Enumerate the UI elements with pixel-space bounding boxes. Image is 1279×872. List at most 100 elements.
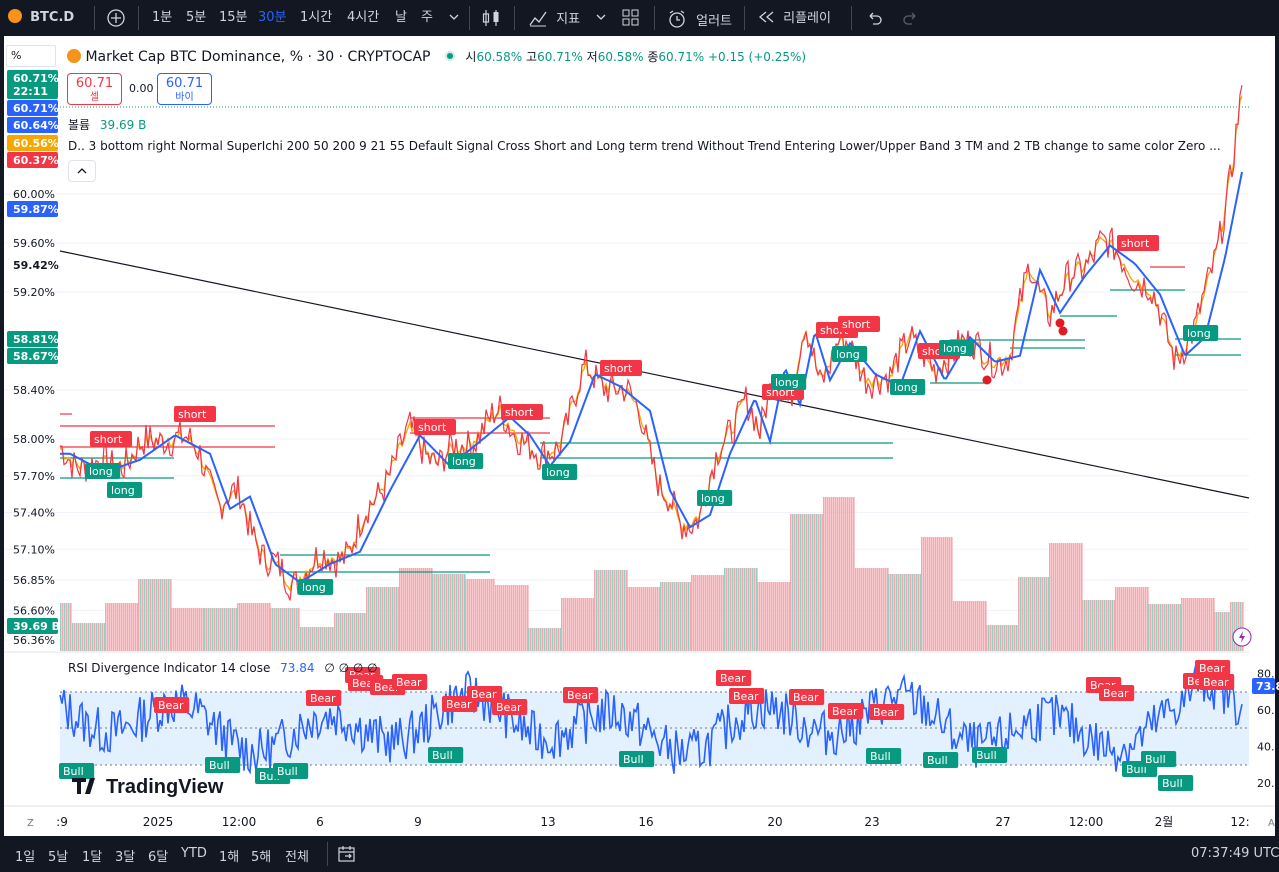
long-signal-tag <box>697 490 733 506</box>
volume-bar <box>290 608 292 651</box>
long-signal-tag <box>771 374 807 390</box>
interval-week[interactable]: 주 <box>421 10 433 25</box>
volume-bar <box>1044 577 1046 651</box>
volume-bar <box>900 574 902 651</box>
volume-bar <box>497 585 499 651</box>
volume-bar <box>902 574 904 651</box>
interval-4h[interactable]: 4시간 <box>347 10 380 25</box>
time-axis[interactable]: :9 2025 12:00 6 9 13 16 20 23 27 12:00 2월 12: <box>56 815 1250 829</box>
symbol-search-input[interactable]: % <box>6 45 56 67</box>
interval-15m[interactable]: 15분 <box>219 10 248 25</box>
volume-bar <box>530 628 532 651</box>
volume-bar <box>394 587 396 651</box>
volume-bar <box>1230 602 1232 651</box>
volume-bar <box>113 603 115 651</box>
short-signal-tag <box>414 419 456 435</box>
range-6m[interactable]: 6달 <box>148 850 169 865</box>
interval-1m[interactable]: 1분 <box>152 10 173 25</box>
range-all[interactable]: 전체 <box>285 850 309 865</box>
volume-bar <box>378 587 380 651</box>
calendar-goto-icon[interactable] <box>337 844 357 868</box>
volume-bar <box>1232 602 1234 651</box>
price-axis[interactable]: 60.00% 59.60% 59.20% 58.40% 58.00% 57.70% 57.4… <box>7 70 60 647</box>
compare-add-icon[interactable] <box>106 8 126 28</box>
volume-legend[interactable]: 볼륨 39.69 B <box>68 116 146 133</box>
layout-grid-icon[interactable] <box>621 8 641 28</box>
range-1d[interactable]: 1일 <box>15 850 36 865</box>
market-status-icon[interactable] <box>444 51 455 61</box>
clock-display[interactable]: 07:37:49 UTC+ <box>1191 846 1279 861</box>
candles-chart-type-icon[interactable] <box>480 7 502 29</box>
alert-button[interactable]: 얼러트 <box>667 9 732 31</box>
undo-icon[interactable] <box>865 9 883 27</box>
volume-bar <box>265 603 267 651</box>
buy-price: 60.71 <box>165 76 204 91</box>
bear-divergence-tag <box>1099 685 1135 701</box>
range-5y[interactable]: 5해 <box>251 850 272 865</box>
volume-bar <box>1042 577 1044 651</box>
interval-1h[interactable]: 1시간 <box>300 10 333 25</box>
volume-bar <box>627 587 629 651</box>
volume-bar <box>444 574 446 651</box>
sell-button[interactable]: 60.71 셀 <box>67 73 122 105</box>
volume-bar <box>286 608 288 651</box>
volume-bar <box>779 582 781 651</box>
volume-bar <box>454 574 456 651</box>
volume-bar <box>951 537 953 651</box>
indicators-button[interactable]: 지표 <box>528 9 580 29</box>
volume-bar <box>633 587 635 651</box>
volume-bar <box>230 608 232 651</box>
volume-bar <box>1119 587 1121 651</box>
volume-bar <box>148 579 150 651</box>
symbol-button[interactable]: BTC.D <box>8 9 74 27</box>
volume-bar <box>933 537 935 651</box>
price-tick-label: 58.00% <box>13 433 55 446</box>
volume-bar <box>1174 604 1176 651</box>
volume-bar <box>906 574 908 651</box>
alarm-clock-icon <box>667 9 687 29</box>
superichi-legend[interactable]: D.. 3 bottom right Normal SuperIchi 200 … <box>68 139 1221 153</box>
replay-button[interactable]: 리플레이 <box>757 9 831 28</box>
bear-divergence-label: Bear <box>396 676 422 689</box>
volume-bar <box>90 623 92 651</box>
buy-button[interactable]: 60.71 바이 <box>157 73 212 105</box>
rsi-axis[interactable]: 80.00 60.00 40.00 20.00 73.8 <box>1252 667 1279 790</box>
chevron-down-icon[interactable] <box>595 10 607 24</box>
volume-bar <box>1137 587 1139 651</box>
volume-bar <box>483 579 485 651</box>
chevron-down-icon[interactable] <box>448 10 460 24</box>
trend-line[interactable] <box>59 250 1250 499</box>
interval-30m[interactable]: 30분 <box>258 10 287 25</box>
range-1m[interactable]: 1달 <box>82 850 103 865</box>
main-legend[interactable]: Market Cap BTC Dominance, % · 30 · CRYPT… <box>67 48 806 65</box>
chevron-up-icon <box>77 168 87 174</box>
auto-scale-icon[interactable]: A <box>1268 818 1275 829</box>
volume-bar <box>967 601 969 651</box>
interval-day[interactable]: 날 <box>395 10 407 25</box>
volume-bar <box>1240 602 1242 651</box>
volume-bar <box>123 603 125 651</box>
tradingview-logo[interactable]: TradingView <box>72 776 224 798</box>
rsi-legend[interactable]: RSI Divergence Indicator 14 close 73.84 … <box>68 661 378 675</box>
bull-divergence-label: Bull <box>209 759 230 772</box>
volume-bar <box>792 514 794 651</box>
range-ytd[interactable]: YTD <box>181 846 207 861</box>
volume-bar <box>756 568 758 651</box>
interval-5m[interactable]: 5분 <box>186 10 207 25</box>
redo-icon[interactable] <box>902 9 920 27</box>
collapse-legend-button[interactable] <box>68 160 96 182</box>
volume-bar <box>979 601 981 651</box>
long-signal-tag <box>890 379 926 395</box>
volume-bar <box>591 598 593 651</box>
range-3m[interactable]: 3달 <box>115 850 136 865</box>
chart-canvas[interactable]: shortshortshortshortshortshortshortshort… <box>0 0 1279 836</box>
volume-bar <box>358 613 360 651</box>
volume-bar <box>340 613 342 651</box>
volume-bar <box>467 579 469 651</box>
range-1y[interactable]: 1해 <box>219 850 240 865</box>
bitcoin-icon <box>8 9 22 23</box>
range-5d[interactable]: 5날 <box>48 850 69 865</box>
zoom-z-icon[interactable]: Z <box>27 818 34 829</box>
alerts-label: 얼러트 <box>696 14 733 29</box>
volume-bar <box>1187 598 1189 651</box>
